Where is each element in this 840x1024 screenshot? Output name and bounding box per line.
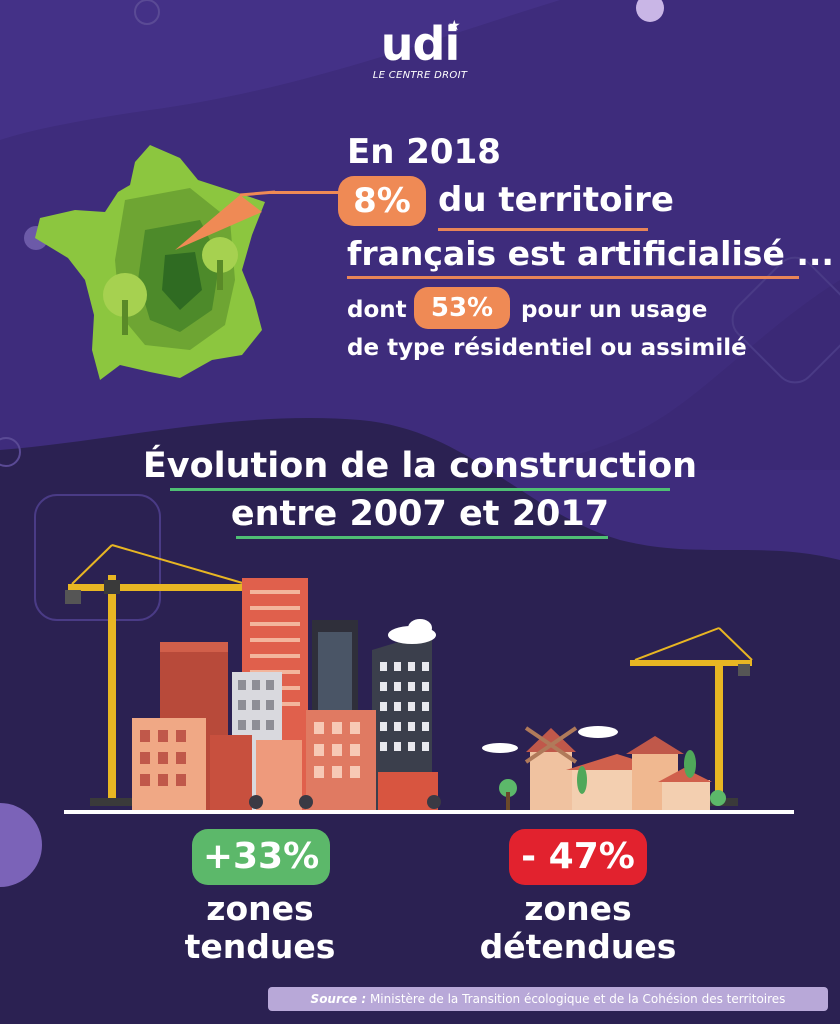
sub-residential: de type résidentiel ou assimilé [347,335,747,361]
logo-tagline: LE CENTRE DROIT [372,70,468,81]
logo-word: udi [380,17,460,71]
udi-logo: udi ★ LE CENTRE DROIT [360,17,480,81]
sub-dont: dont [347,297,407,323]
decor-circle-large [0,803,42,887]
stat-pill-tendues: +33% [192,829,330,885]
city-construction-illustration [64,544,794,814]
crane-left [65,544,247,806]
france-map-illustration [35,145,276,380]
label-detendues: détendues [479,927,677,966]
source-banner: Source : Ministère de la Transition écol… [268,987,828,1011]
headline-year: En 2018 [347,132,501,172]
label-tendues: tendues [184,927,336,966]
source-text: Ministère de la Transition écologique et… [369,992,786,1006]
headline-artificialised: français est artificialisé ... [347,234,834,273]
decor-circle [636,0,664,22]
source-label: Source : [310,992,367,1006]
pill-53-percent: 53% [414,287,510,329]
stat-pill-detendues: - 47% [509,829,647,885]
green-underline [236,536,608,539]
label-zones: zones [206,889,314,928]
map-pointer-line [270,191,340,194]
star-icon: ★ [448,18,461,34]
headline-territory: du territoire [438,180,674,220]
sub-usage: pour un usage [521,297,708,323]
green-underline [170,488,670,491]
orange-slice [175,195,262,250]
evolution-title-line2: entre 2007 et 2017 [230,494,610,534]
underline [438,228,648,231]
label-zones: zones [524,889,632,928]
evolution-title-line1: Évolution de la construction [142,446,698,486]
underline [347,276,799,279]
pill-8-percent: 8% [338,176,426,226]
